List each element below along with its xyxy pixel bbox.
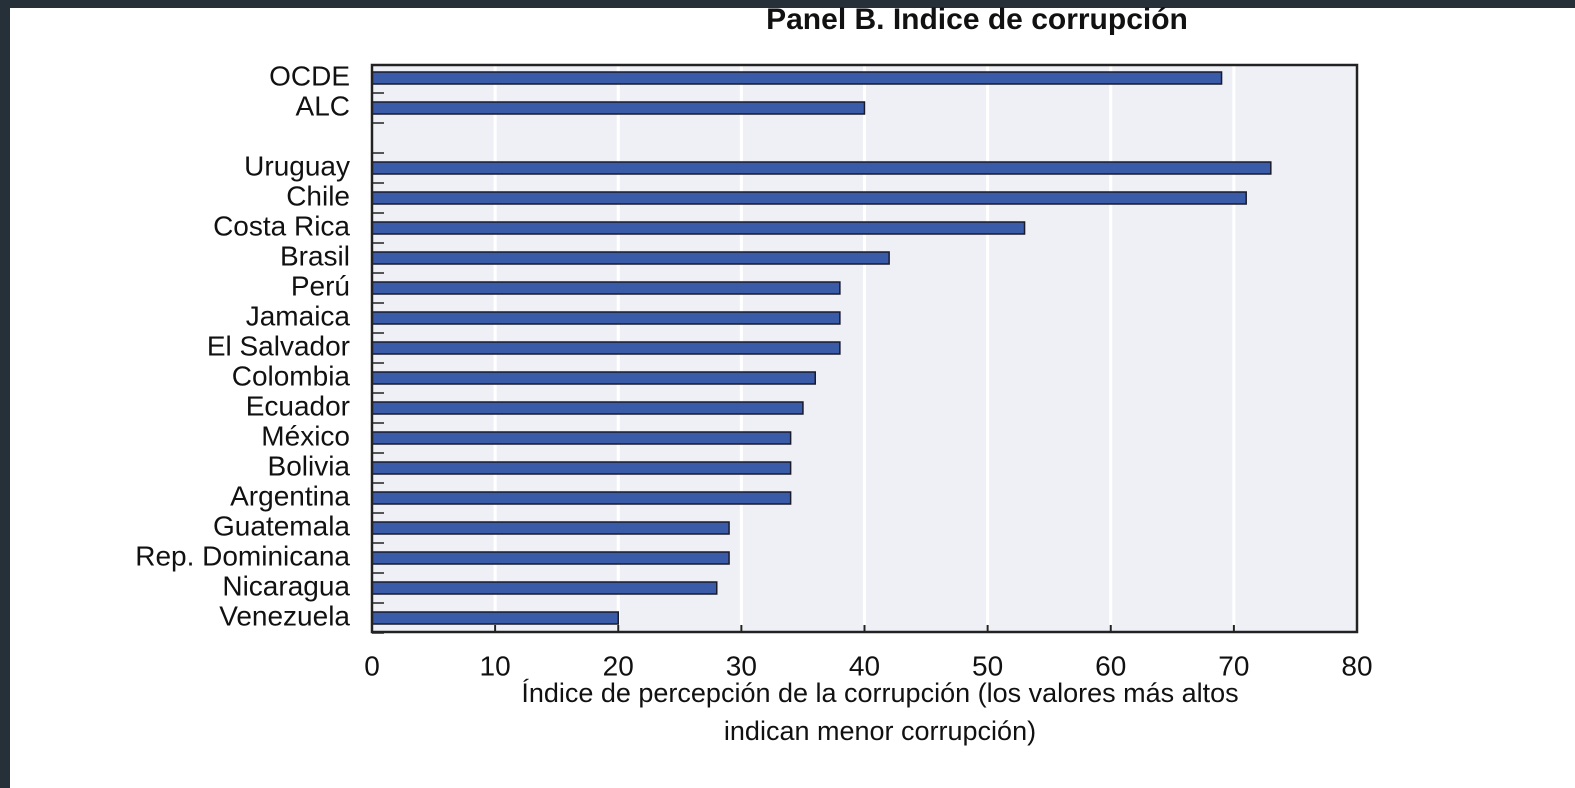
y-tick-label: Perú: [291, 270, 350, 301]
y-tick-label: Argentina: [230, 480, 350, 511]
bar: [371, 371, 816, 385]
bar: [371, 551, 730, 565]
bar: [371, 341, 841, 355]
y-tick-label: Chile: [286, 180, 350, 211]
bar: [371, 71, 1223, 85]
y-tick-label: Bolivia: [268, 450, 351, 481]
bar: [371, 581, 718, 595]
x-tick-label: 80: [1341, 650, 1372, 681]
x-tick-label: 50: [972, 650, 1003, 681]
x-axis-label: indican menor corrupción): [724, 716, 1036, 746]
x-tick-label: 60: [1095, 650, 1126, 681]
bar: [371, 521, 730, 535]
y-tick-label: El Salvador: [207, 330, 350, 361]
x-tick-label: 10: [480, 650, 511, 681]
bar: [371, 401, 804, 415]
y-tick-label: ALC: [296, 90, 350, 121]
y-tick-label: Ecuador: [246, 390, 350, 421]
y-tick-label: México: [261, 420, 350, 451]
y-tick-label: Colombia: [232, 360, 351, 391]
bar: [371, 431, 792, 445]
x-tick-label: 30: [726, 650, 757, 681]
bar: [371, 161, 1272, 175]
bar: [371, 251, 890, 265]
bar: [371, 611, 619, 625]
x-tick-label: 0: [364, 650, 380, 681]
y-tick-label: Brasil: [280, 240, 350, 271]
y-tick-label: Venezuela: [219, 600, 350, 631]
x-tick-label: 40: [849, 650, 880, 681]
y-tick-label: Guatemala: [213, 510, 350, 541]
y-tick-label: Nicaragua: [222, 570, 350, 601]
bar: [371, 461, 792, 475]
bar: [371, 221, 1026, 235]
bar: [371, 281, 841, 295]
x-axis-label: Índice de percepción de la corrupción (l…: [521, 678, 1238, 708]
chart-title: Panel B. Indice de corrupción: [766, 3, 1188, 36]
bar: [371, 491, 792, 505]
y-tick-label: OCDE: [269, 60, 350, 91]
x-tick-label: 20: [603, 650, 634, 681]
y-tick-label: Rep. Dominicana: [135, 540, 350, 571]
y-tick-label: Uruguay: [244, 150, 350, 181]
bar: [371, 311, 841, 325]
y-tick-label: Jamaica: [246, 300, 351, 331]
x-tick-label: 70: [1218, 650, 1249, 681]
bar: [371, 191, 1247, 205]
bar: [371, 101, 866, 115]
y-tick-label: Costa Rica: [213, 210, 350, 241]
